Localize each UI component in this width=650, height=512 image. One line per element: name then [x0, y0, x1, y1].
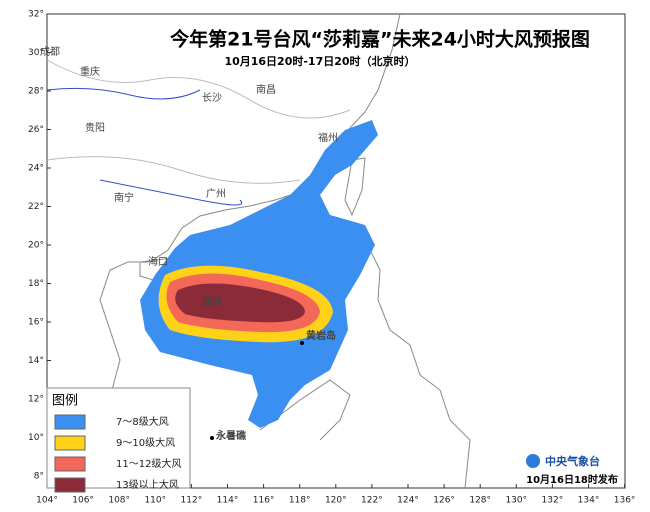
lon-tick-label: 112° [181, 496, 203, 506]
place-label: 长沙 [202, 92, 222, 104]
place-label: 永暑礁 [215, 429, 246, 442]
place-label: 海口 [148, 255, 168, 268]
place-dot [300, 341, 304, 345]
legend-label: 13级以上大风 [116, 478, 179, 491]
lon-tick-label: 134° [578, 496, 600, 506]
lat-tick-label: 28° [28, 87, 44, 97]
lon-tick-label: 126° [433, 496, 455, 506]
lat-tick-label: 20° [28, 241, 44, 251]
place-label: 南昌 [256, 83, 276, 96]
lon-tick-label: 104° [36, 496, 58, 506]
legend: 图例 7～8级大风 9～10级大风 11～12级大风 13级以上大风 [46, 387, 191, 493]
legend-label: 7～8级大风 [116, 415, 169, 428]
lat-tick-label: 16° [28, 318, 44, 328]
lon-tick-label: 110° [144, 496, 166, 506]
legend-title: 图例 [52, 394, 78, 409]
lat-tick-label: 24° [28, 164, 44, 174]
lon-tick-label: 128° [469, 496, 491, 506]
logo [526, 454, 540, 468]
lat-tick-label: 10° [28, 433, 44, 443]
lat-tick-label: 30° [28, 48, 44, 58]
place-label: 黄岩岛 [306, 329, 336, 342]
lon-tick-label: 122° [361, 496, 383, 506]
agency: 中央气象台 [545, 454, 600, 468]
lon-tick-label: 118° [289, 496, 311, 506]
legend-swatch [54, 435, 86, 451]
place-label: 广州 [206, 188, 226, 200]
legend-label: 11～12级大风 [116, 457, 181, 470]
lon-tick-label: 132° [542, 496, 564, 506]
lat-tick-label: 14° [28, 356, 44, 366]
lat-tick-label: 18° [28, 279, 44, 289]
legend-items: 7～8级大风 9～10级大风 11～12级大风 13级以上大风 [54, 414, 181, 493]
issued: 10月16日18时发布 [526, 473, 618, 486]
subtitle: 10月16日20时-17日20时（北京时） [224, 54, 415, 68]
lon-tick-label: 136° [614, 496, 636, 506]
coastline [46, 13, 471, 489]
place-dot [210, 436, 214, 440]
legend-label: 9～10级大风 [116, 436, 175, 449]
lat-tick-label: 26° [28, 125, 44, 135]
place-label: 重庆 [80, 65, 100, 78]
place-label: 西沙 [202, 296, 222, 308]
lat-tick-label: 8° [34, 472, 44, 482]
lon-tick-label: 108° [108, 496, 130, 506]
lat-tick-label: 32° [28, 10, 44, 20]
lon-tick-label: 120° [325, 496, 347, 506]
lon-tick-label: 124° [397, 496, 419, 506]
lat-tick-label: 22° [28, 202, 44, 212]
legend-swatch [54, 414, 86, 430]
legend-swatch [54, 477, 86, 493]
lon-tick-label: 114° [217, 496, 239, 506]
lon-tick-label: 116° [253, 496, 275, 506]
place-label: 福州 [318, 131, 338, 144]
place-label: 贵阳 [85, 121, 105, 134]
zone-13 [175, 283, 305, 323]
place-label: 南宁 [114, 191, 134, 204]
legend-swatch [54, 456, 86, 472]
title: 今年第21号台风“莎莉嘉”未来24小时大风预报图 [169, 28, 590, 51]
lat-tick-label: 12° [28, 395, 44, 405]
lon-tick-label: 106° [72, 496, 94, 506]
place-label: 成都 [40, 46, 60, 58]
lon-tick-label: 130° [505, 496, 527, 506]
